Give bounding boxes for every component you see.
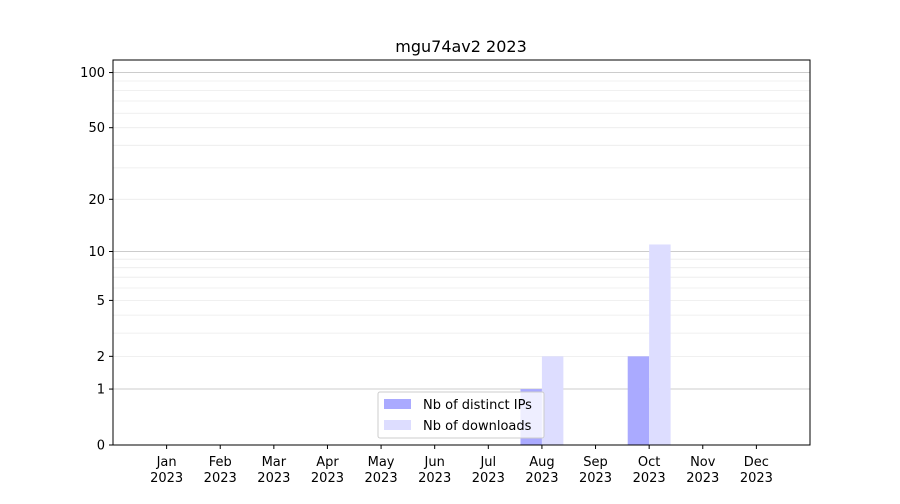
grid: [113, 72, 810, 390]
x-tick-label: May: [368, 455, 395, 470]
x-tick-label: Sep: [583, 455, 608, 470]
x-tick-label: Dec: [744, 455, 769, 470]
legend-box: [377, 391, 545, 439]
y-tick-label: 10: [88, 245, 105, 260]
y-tick-label: 0: [97, 439, 105, 454]
x-tick-label: 2023: [579, 471, 612, 486]
x-tick-label: 2023: [365, 471, 398, 486]
bar-downloads: [649, 244, 671, 445]
y-tick-label: 20: [88, 193, 105, 208]
legend-label-downloads: Nb of downloads: [423, 419, 532, 434]
bar-ips: [627, 356, 650, 445]
x-tick-label: 2023: [633, 471, 666, 486]
x-tick-label: 2023: [472, 471, 505, 486]
x-tick-label: Jan: [156, 455, 177, 470]
x-tick-label: Mar: [262, 455, 287, 470]
x-tick-label: Aug: [529, 455, 554, 470]
y-tick-label: 2: [97, 350, 105, 365]
y-tick-label: 1: [97, 383, 105, 398]
bar-downloads: [541, 356, 564, 445]
legend-swatch-ips: [384, 399, 411, 409]
x-tick-label: Oct: [638, 455, 660, 470]
legend-label-ips: Nb of distinct IPs: [423, 398, 532, 413]
x-tick-label: Nov: [690, 455, 716, 470]
x-tick-label: Feb: [209, 455, 232, 470]
legend: Nb of distinct IPs Nb of downloads: [377, 391, 545, 439]
x-tick-label: 2023: [418, 471, 451, 486]
x-tick-label: 2023: [525, 471, 558, 486]
x-tick-label: Apr: [316, 455, 339, 470]
x-tick-label: 2023: [204, 471, 237, 486]
y-axis: 0 1 2 5 10 20 50 100: [80, 66, 113, 454]
x-tick-label: Jun: [424, 455, 445, 470]
legend-swatch-downloads: [384, 420, 411, 430]
y-tick-label: 100: [80, 66, 105, 81]
y-tick-label: 50: [88, 121, 105, 136]
x-tick-label: 2023: [257, 471, 290, 486]
x-tick-label: 2023: [311, 471, 344, 486]
x-axis: Jan2023Feb2023Mar2023Apr2023May2023Jun20…: [150, 445, 773, 486]
y-tick-label: 5: [97, 294, 105, 309]
axes-frame: [112, 59, 811, 446]
x-tick-label: Jul: [479, 455, 496, 470]
x-tick-label: 2023: [150, 471, 183, 486]
x-tick-label: 2023: [686, 471, 719, 486]
chart-title: mgu74av2 2023: [395, 37, 527, 56]
x-tick-label: 2023: [740, 471, 773, 486]
